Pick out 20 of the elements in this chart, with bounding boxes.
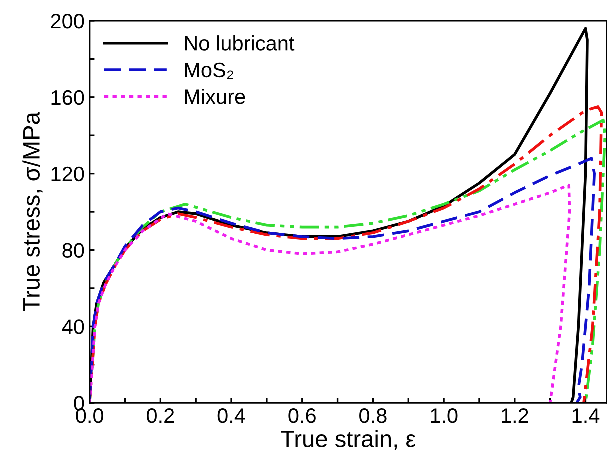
legend-label: Mixure [185, 88, 246, 104]
x-tick-label: 0.4 [218, 408, 246, 424]
x-tick-label: 0.2 [147, 408, 174, 424]
x-axis-title: True strain, ε [281, 430, 416, 450]
x-tick-label: 1.2 [502, 408, 528, 424]
y-tick-label: 120 [52, 166, 84, 182]
x-tick-label: 0.0 [76, 408, 104, 424]
y-tick-label: 80 [62, 243, 84, 258]
x-tick-label: 0.8 [360, 408, 387, 424]
line-series [90, 157, 596, 404]
legend-label: No lubricant [185, 36, 295, 51]
y-tick-label: 200 [51, 14, 84, 29]
y-tick-label: 40 [62, 320, 84, 334]
y-tick-label: 160 [52, 90, 84, 106]
x-tick-label: 1.4 [572, 408, 600, 424]
line-series [90, 184, 572, 404]
legend-label: MoS₂ [185, 62, 234, 80]
y-axis-title: True stress, σ/MPa [22, 112, 43, 312]
x-tick-label: 0.6 [288, 408, 316, 424]
x-tick-label: 1.0 [431, 408, 458, 424]
